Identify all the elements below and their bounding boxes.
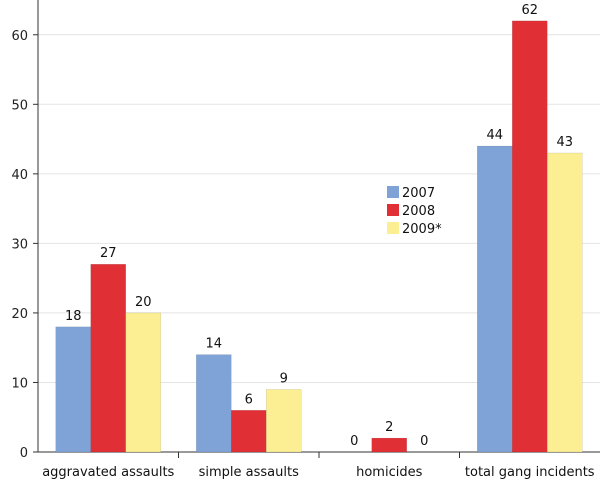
legend-swatch [387, 204, 399, 216]
data-label: 44 [486, 128, 503, 143]
legend-swatch [387, 186, 399, 198]
data-label: 0 [420, 434, 428, 449]
bar [90, 263, 126, 453]
bar [477, 145, 513, 453]
bar [512, 20, 548, 453]
data-label: 0 [350, 434, 358, 449]
bar [231, 410, 267, 453]
x-tick-label: total gang incidents [465, 465, 595, 480]
bar [371, 437, 407, 453]
data-label: 9 [280, 371, 288, 386]
data-label: 2 [385, 420, 393, 435]
bar [125, 312, 161, 453]
legend-label: 2007 [402, 186, 435, 201]
data-label: 18 [65, 309, 82, 324]
bars [55, 20, 583, 453]
y-tick-label: 0 [20, 446, 28, 461]
legend: 2007 2008 2009* [387, 186, 442, 237]
data-label: 62 [521, 3, 538, 18]
x-tick-label: aggravated assaults [42, 465, 174, 480]
x-tick-label: simple assaults [199, 465, 299, 480]
y-tick-label: 30 [11, 237, 28, 252]
data-label: 14 [205, 337, 222, 352]
data-label: 27 [100, 246, 117, 261]
data-label: 43 [556, 135, 573, 150]
legend-swatch [387, 222, 399, 234]
bar [196, 354, 232, 453]
bar [266, 389, 302, 453]
data-label: 6 [245, 392, 253, 407]
bar [55, 326, 91, 453]
legend-label: 2008 [402, 204, 435, 219]
y-tick-label: 60 [11, 29, 28, 44]
y-tick-label: 10 [11, 376, 28, 391]
y-tick-label: 20 [11, 307, 28, 322]
bar [547, 152, 583, 453]
y-tick-label: 50 [11, 98, 28, 113]
data-label: 20 [135, 295, 152, 310]
y-tick-label: 40 [11, 168, 28, 183]
legend-label: 2009* [402, 222, 442, 237]
x-tick-label: homicides [356, 465, 422, 480]
